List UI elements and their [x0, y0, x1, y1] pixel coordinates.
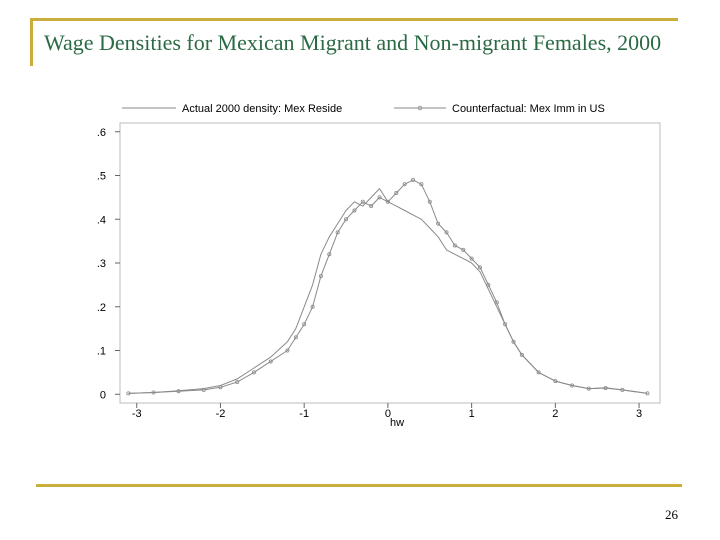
series-point-counterfactual [486, 282, 491, 287]
y-tick-label: .3 [97, 258, 106, 270]
x-tick-label: 1 [469, 408, 475, 420]
series-point-counterfactual [302, 322, 307, 327]
series-layer [126, 177, 650, 396]
series-point-counterfactual [620, 387, 625, 392]
series-line-counterfactual [128, 179, 648, 394]
series-point-counterfactual [553, 379, 558, 384]
series-point-counterfactual [126, 391, 131, 396]
y-axis: 0 .1 .2 .3 .4 .5 .6 [97, 127, 120, 401]
series-point-counterfactual [335, 230, 340, 235]
plot-area [119, 122, 661, 404]
y-tick-label: .4 [97, 214, 106, 226]
series-point-counterfactual [536, 370, 541, 375]
series-point-counterfactual [603, 386, 608, 391]
series-point-counterfactual [176, 389, 181, 394]
x-tick-label: -3 [132, 408, 142, 420]
series-point-counterfactual [293, 335, 298, 340]
series-point-counterfactual [352, 208, 357, 213]
series-point-counterfactual [327, 252, 332, 257]
y-tick-label: .2 [97, 302, 106, 314]
x-axis: -3 -2 -1 0 1 2 3 [132, 403, 642, 420]
chart-legend: Actual 2000 density: Mex Reside Counterf… [122, 103, 605, 115]
series-point-counterfactual [369, 204, 374, 209]
series-point-counterfactual [494, 300, 499, 305]
slide-title: Wage Densities for Mexican Migrant and N… [44, 30, 662, 55]
series-point-counterfactual [318, 274, 323, 279]
series-point-counterfactual [511, 339, 516, 344]
bottom-accent-line [36, 484, 682, 487]
series-point-counterfactual [310, 304, 315, 309]
series-point-counterfactual [344, 217, 349, 222]
title-accent-bar [30, 18, 33, 66]
series-point-counterfactual [402, 182, 407, 187]
series-point-counterfactual [645, 391, 650, 396]
series-point-counterfactual [469, 256, 474, 261]
x-tick-label: -2 [216, 408, 226, 420]
series-point-counterfactual [503, 322, 508, 327]
legend-marker-counterfactual [417, 105, 423, 111]
series-point-counterfactual [411, 177, 416, 182]
x-tick-label: -1 [299, 408, 309, 420]
series-point-counterfactual [268, 359, 273, 364]
series-point-counterfactual [477, 265, 482, 270]
x-axis-label: hw [390, 417, 404, 429]
legend-label-actual: Actual 2000 density: Mex Reside [182, 103, 342, 115]
series-point-counterfactual [444, 230, 449, 235]
x-tick-label: 3 [636, 408, 642, 420]
series-point-counterfactual [586, 386, 591, 391]
y-tick-label: .6 [97, 127, 106, 139]
legend-label-counterfactual: Counterfactual: Mex Imm in US [452, 103, 605, 115]
series-point-counterfactual [427, 199, 432, 204]
y-tick-label: .5 [97, 171, 106, 183]
series-point-counterfactual [394, 190, 399, 195]
series-point-counterfactual [251, 370, 256, 375]
series-point-counterfactual [461, 247, 466, 252]
series-point-counterfactual [519, 352, 524, 357]
series-point-counterfactual [377, 195, 382, 200]
series-point-counterfactual [218, 385, 223, 390]
series-point-counterfactual [360, 199, 365, 204]
slide-number: 26 [665, 507, 678, 522]
series-point-counterfactual [419, 182, 424, 187]
series-point-counterfactual [570, 383, 575, 388]
series-point-counterfactual [452, 243, 457, 248]
series-point-counterfactual [436, 221, 441, 226]
y-tick-label: .1 [97, 346, 106, 358]
series-point-counterfactual [151, 390, 156, 395]
series-point-counterfactual [235, 379, 240, 384]
x-tick-label: 0 [385, 408, 391, 420]
series-point-counterfactual [285, 348, 290, 353]
series-point-counterfactual [201, 387, 206, 392]
x-tick-label: 2 [552, 408, 558, 420]
top-accent-line [30, 18, 678, 21]
series-point-counterfactual [385, 199, 390, 204]
y-tick-label: 0 [100, 389, 106, 401]
